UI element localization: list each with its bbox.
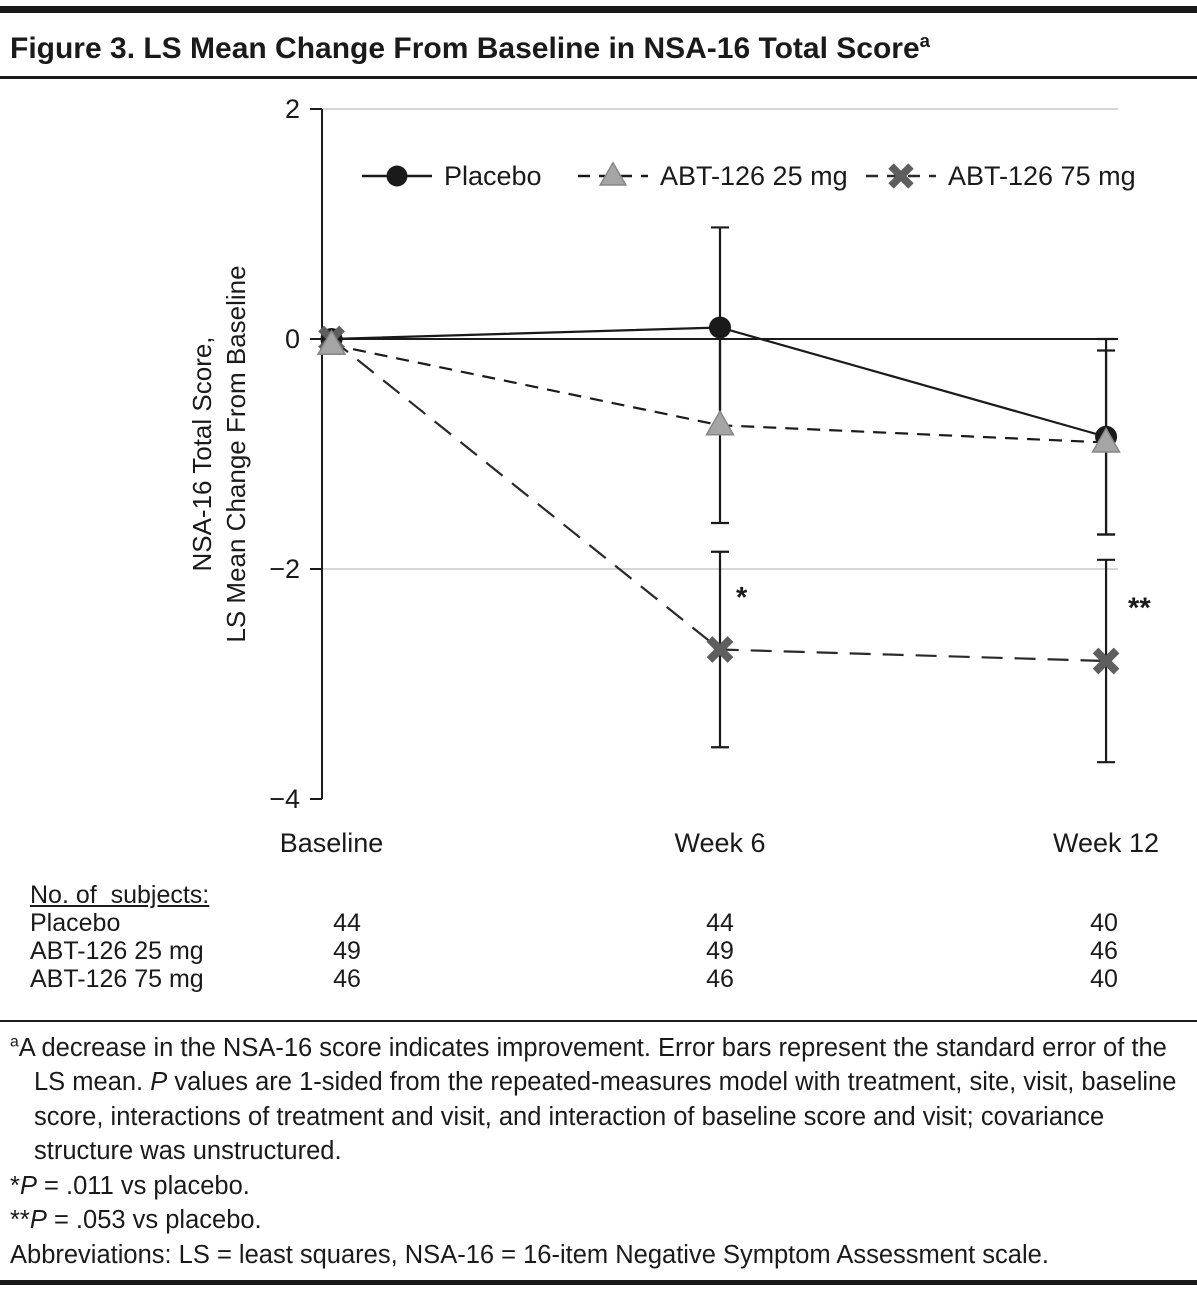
top-border-rule — [0, 6, 1197, 13]
cell-value: 44 — [333, 909, 361, 937]
table-row-abt126-75mg: ABT-126 75 mg 46 46 40 — [0, 965, 1197, 993]
footnote-divider-rule — [0, 1020, 1197, 1022]
chart-area: 2 0 −2 −4 NSA-16 Total Score, LS Mean Change … — [0, 79, 1197, 879]
y-tick-label: 0 — [285, 324, 300, 354]
x-category-label: Week 6 — [674, 828, 765, 858]
double-star-prefix: ** — [10, 1206, 30, 1235]
cell-value: 40 — [1090, 965, 1118, 993]
subjects-table: No. of subjects: Placebo 44 44 40 ABT-12… — [0, 881, 1197, 993]
table-row-placebo: Placebo 44 44 40 — [0, 909, 1197, 937]
legend-label: ABT-126 25 mg — [660, 161, 848, 191]
title-divider-rule — [0, 76, 1197, 79]
legend-label: Placebo — [444, 161, 542, 191]
footnote-a-text-1: A decrease in the NSA-16 score indicates… — [18, 1034, 1167, 1097]
row-label: Placebo — [30, 909, 121, 937]
x-marker — [888, 163, 914, 189]
star-prefix: * — [10, 1171, 20, 1200]
y-tick-label: 2 — [285, 94, 300, 124]
x-category-label: Week 12 — [1053, 828, 1159, 858]
subjects-header-row: No. of subjects: — [0, 881, 1197, 909]
cell-value: 40 — [1090, 909, 1118, 937]
cell-value: 44 — [706, 909, 734, 937]
figure-title-superscript: a — [919, 30, 930, 51]
double-star-text: = .053 vs placebo. — [46, 1206, 262, 1235]
table-row-abt126-25mg: ABT-126 25 mg 49 49 46 — [0, 937, 1197, 965]
figure-title-text: Figure 3. LS Mean Change From Baseline i… — [10, 32, 920, 65]
x-marker — [706, 636, 734, 663]
figure-title: Figure 3. LS Mean Change From Baseline i… — [10, 23, 1197, 67]
y-tick-label: −4 — [269, 784, 300, 814]
subjects-header-label: No. of subjects: — [30, 881, 210, 909]
cell-value: 46 — [1090, 937, 1118, 965]
significance-annotation: * — [736, 582, 748, 614]
footnote-pvalue-double-star: **P = .053 vs placebo. — [10, 1203, 1187, 1237]
footnote-a: aA decrease in the NSA-16 score indicate… — [10, 1031, 1187, 1169]
y-axis-title: NSA-16 Total Score, — [187, 336, 217, 571]
bottom-border-rule — [0, 1279, 1197, 1285]
footnote-a-italic-p: P — [150, 1068, 168, 1097]
footnote-a-text-2: values are 1-sided from the repeated-mea… — [34, 1068, 1177, 1166]
cell-value: 49 — [706, 937, 734, 965]
footnotes: aA decrease in the NSA-16 score indicate… — [10, 1031, 1187, 1272]
x-category-label: Baseline — [280, 828, 384, 858]
footnote-a-superscript: a — [10, 1033, 19, 1051]
row-label: ABT-126 25 mg — [30, 937, 204, 965]
cell-value: 46 — [333, 965, 361, 993]
star-italic-p: P — [19, 1171, 37, 1200]
circle-marker — [386, 165, 408, 187]
triangle-marker — [705, 409, 735, 436]
triangle-marker — [1091, 426, 1121, 453]
footnote-pvalue-star: *P = .011 vs placebo. — [10, 1169, 1187, 1203]
triangle-marker — [316, 329, 347, 355]
row-label: ABT-126 75 mg — [30, 965, 204, 993]
cell-value: 49 — [333, 937, 361, 965]
series-line — [330, 338, 1107, 663]
chart-svg: 2 0 −2 −4 NSA-16 Total Score, LS Mean Change … — [187, 94, 1159, 858]
double-star-italic-p: P — [29, 1206, 47, 1235]
x-marker — [1092, 647, 1120, 675]
star-text: = .011 vs placebo. — [36, 1171, 250, 1200]
cell-value: 46 — [706, 965, 734, 993]
triangle-marker — [598, 161, 628, 186]
legend-label: ABT-126 75 mg — [948, 161, 1136, 191]
y-tick-label: −2 — [269, 554, 300, 584]
footnote-abbreviations: Abbreviations: LS = least squares, NSA-1… — [10, 1240, 1049, 1269]
y-axis-title: LS Mean Change From Baseline — [221, 265, 251, 642]
circle-marker — [709, 316, 731, 339]
significance-annotation: ** — [1128, 592, 1151, 624]
figure-container: Figure 3. LS Mean Change From Baseline i… — [0, 6, 1197, 1285]
